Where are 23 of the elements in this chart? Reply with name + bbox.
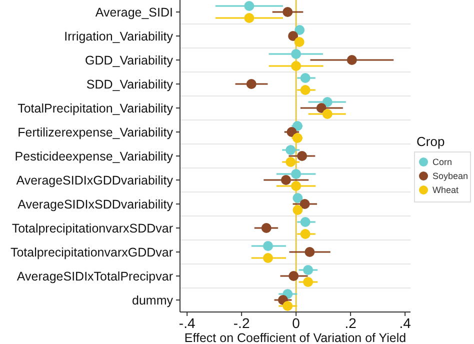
- legend-label: Wheat: [432, 185, 460, 196]
- y-tick-label: GDD_Variability: [85, 53, 174, 68]
- y-tick-label: TotalPrecipitation_Variability: [18, 101, 174, 116]
- legend-label: Soybean: [432, 171, 468, 182]
- y-tick-label: TotalprecipitationvarxSDDvar: [12, 221, 173, 236]
- y-tick-label: Average_SIDI: [95, 5, 173, 20]
- x-tick-label: 0: [292, 315, 300, 331]
- x-tick-label: -.2: [233, 315, 250, 331]
- legend-label: Corn: [432, 157, 452, 168]
- x-axis-title: Effect on Coefficient of Variation of Yield: [184, 331, 406, 344]
- y-tick-label: Fertilizerexpense_Variability: [18, 125, 174, 140]
- x-tick-label: .2: [344, 315, 357, 331]
- x-tick-label: -.4: [178, 315, 196, 331]
- legend-title: Crop: [416, 134, 445, 149]
- y-tick-label: TotalprecipitationvarxGDDvar: [10, 245, 173, 260]
- y-tick-label: AverageSIDIxSDDvariability: [18, 197, 174, 212]
- y-tick-label: AverageSIDIxGDDvariability: [16, 173, 174, 188]
- y-tick-label: Pesticideexpense_Variability: [14, 149, 174, 164]
- y-tick-label: dummy: [132, 293, 174, 308]
- y-tick-label: SDD_Variability: [86, 77, 174, 92]
- y-tick-label: AverageSIDIxTotalPrecipvar: [16, 269, 173, 284]
- x-tick-label: .4: [399, 315, 412, 331]
- y-tick-label: Irrigation_Variability: [64, 29, 174, 44]
